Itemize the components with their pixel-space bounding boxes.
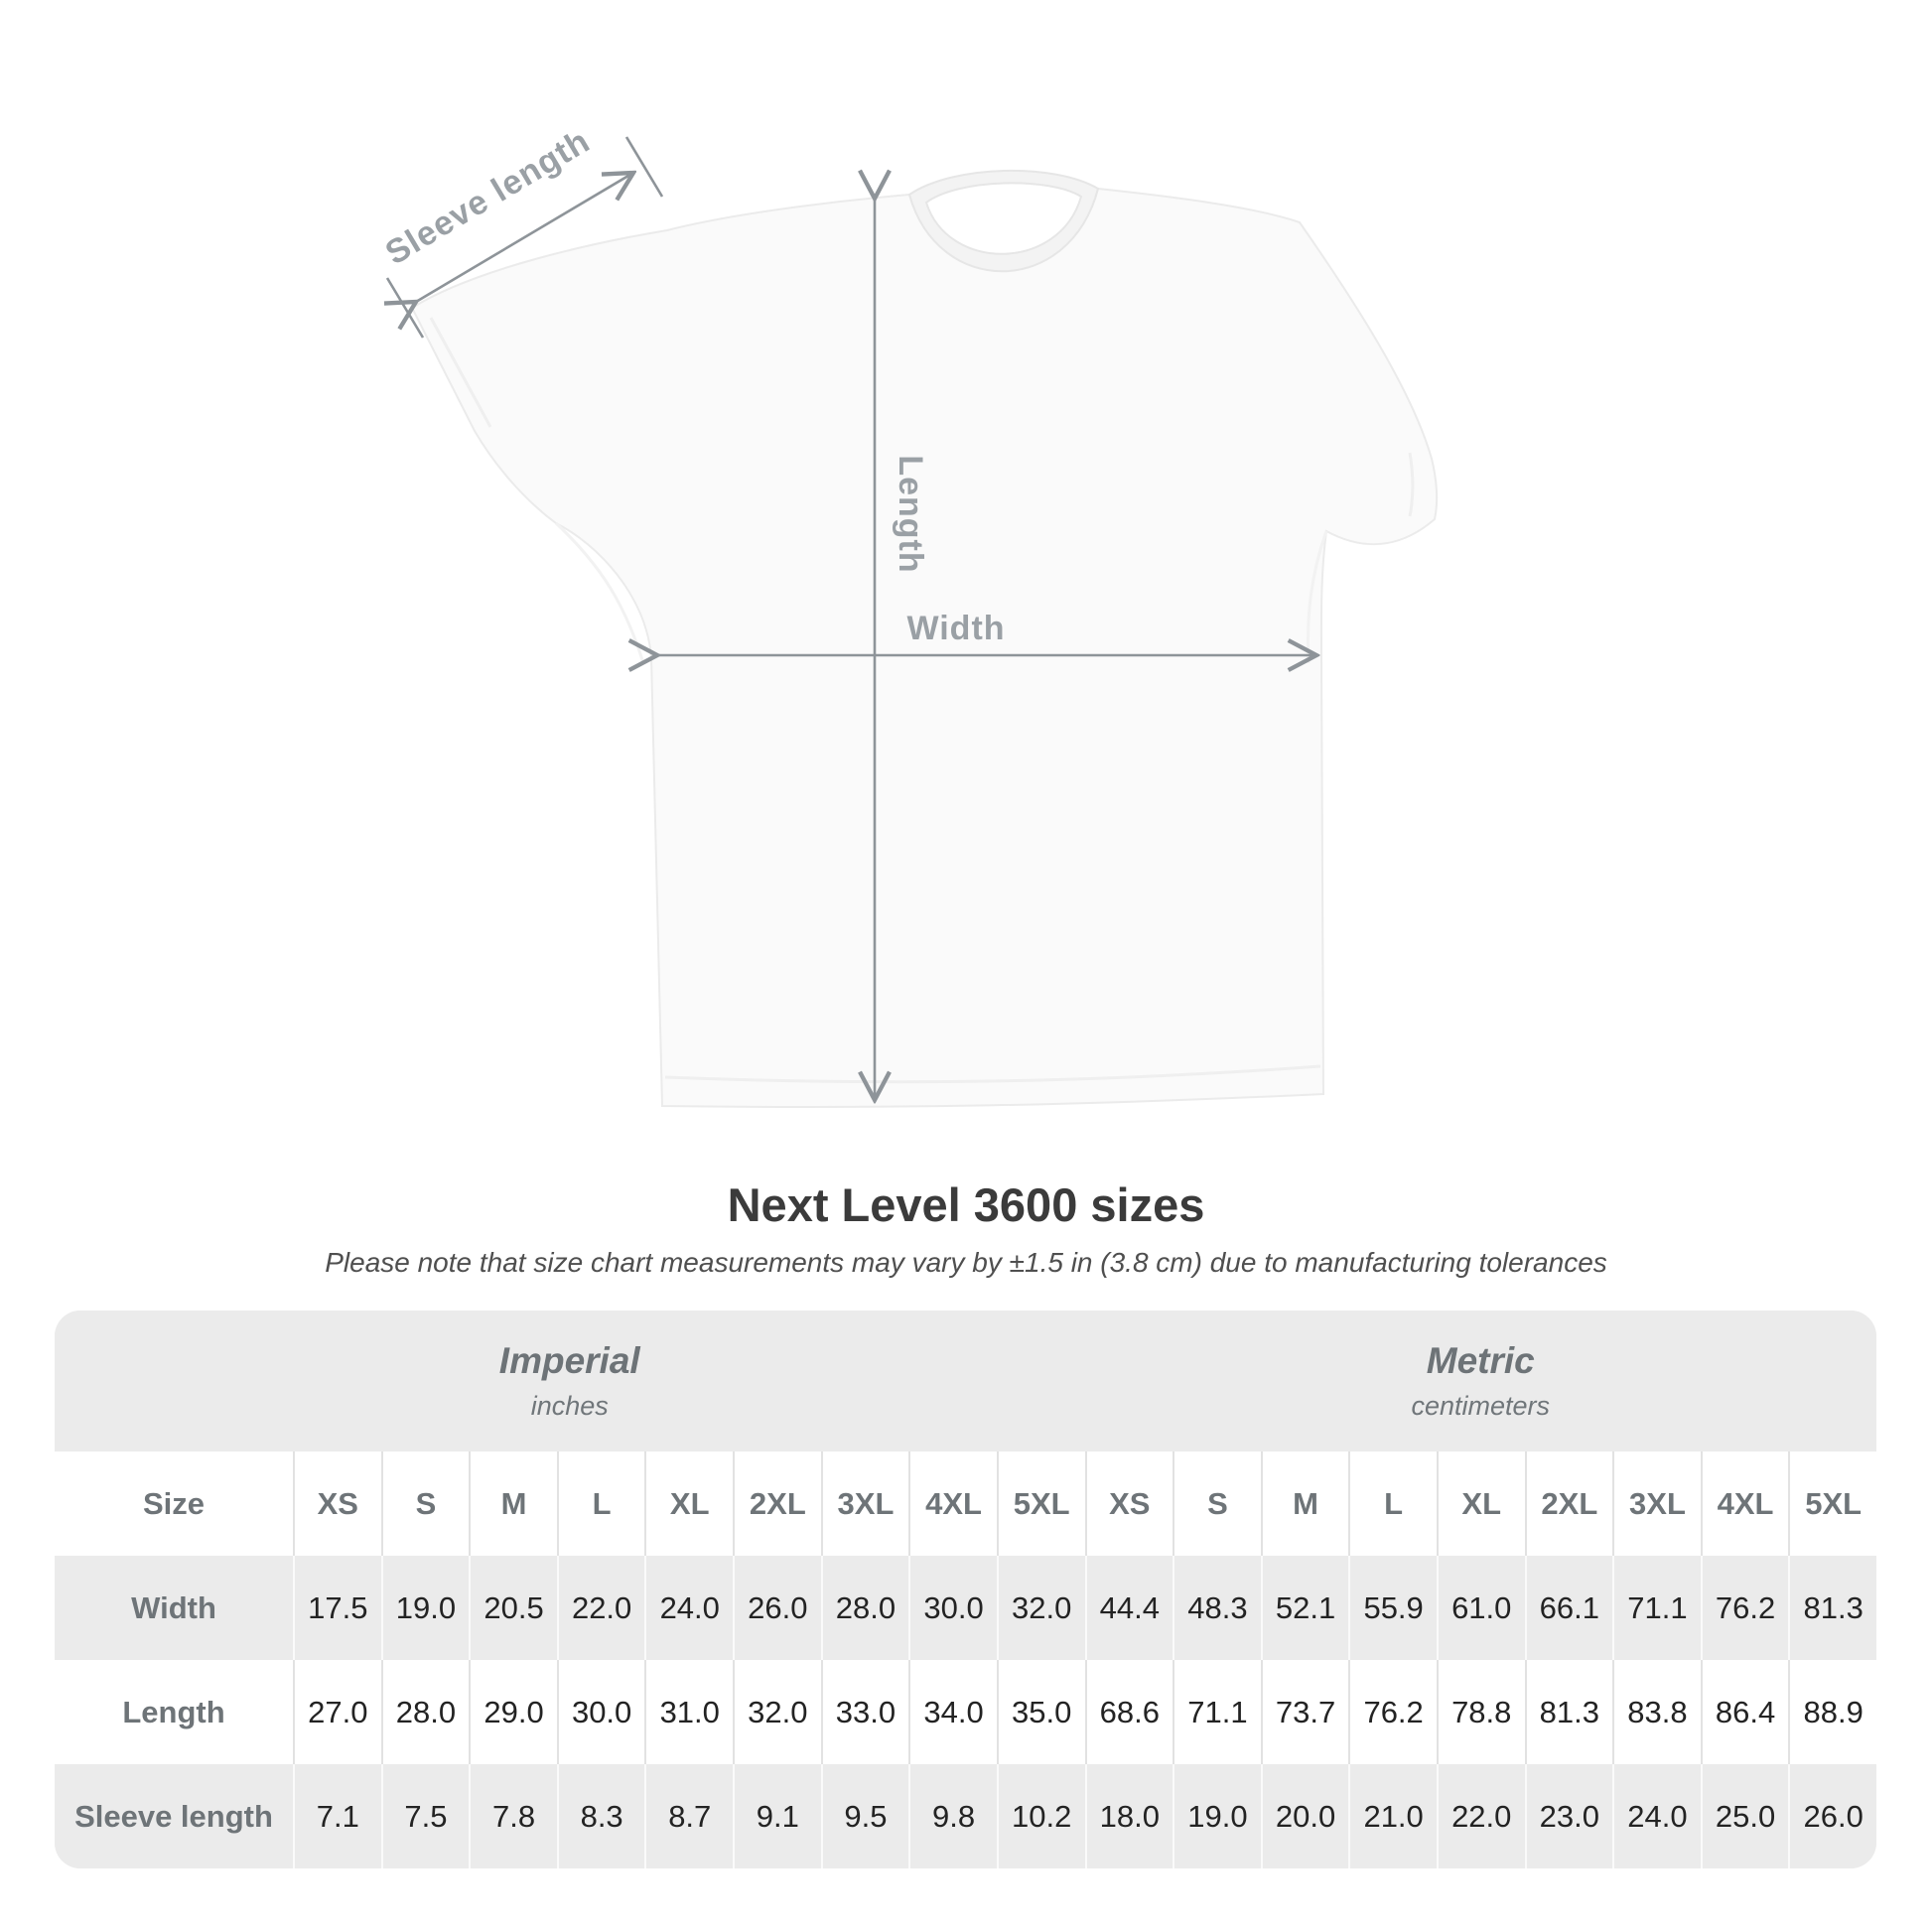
table-cell: 8.7: [644, 1764, 734, 1868]
table-cell: 9.8: [908, 1764, 997, 1868]
table-cell: 17.5: [293, 1556, 381, 1660]
unit-group-imperial: Imperial inches: [55, 1311, 1085, 1451]
table-cell: 81.3: [1788, 1556, 1876, 1660]
size-table: Imperial inches Metric centimeters Size XS S M L…: [55, 1311, 1876, 1868]
table-cell: 23.0: [1524, 1764, 1613, 1868]
unit-group-name: Imperial: [498, 1340, 640, 1382]
table-cell: 29.0: [469, 1660, 557, 1764]
column-header-2xl: 2XL: [733, 1451, 821, 1556]
table-cell: 32.0: [996, 1556, 1085, 1660]
table-cell: 55.9: [1348, 1556, 1437, 1660]
table-cell: 27.0: [293, 1660, 381, 1764]
unit-group-unit: inches: [530, 1390, 609, 1421]
column-header-l: L: [1348, 1451, 1437, 1556]
column-header-m: M: [1260, 1451, 1349, 1556]
table-cell: 86.4: [1700, 1660, 1789, 1764]
sleeve-length-label: Sleeve length: [379, 122, 597, 273]
page-title: Next Level 3600 sizes: [727, 1178, 1205, 1231]
column-header-5xl: 5XL: [1788, 1451, 1876, 1556]
column-header-xs: XS: [1084, 1451, 1173, 1556]
row-label-width: Width: [55, 1556, 293, 1660]
table-cell: 24.0: [1612, 1764, 1701, 1868]
table-cell: 18.0: [1084, 1764, 1173, 1868]
row-label-length: Length: [55, 1660, 293, 1764]
column-header-xl: XL: [1436, 1451, 1525, 1556]
sleeve-arrow-tick-lower: [385, 277, 425, 339]
right-cuff-stitch: [1408, 452, 1415, 517]
table-cell: 48.3: [1173, 1556, 1261, 1660]
table-cell: 22.0: [1436, 1764, 1525, 1868]
column-header-4xl: 4XL: [1700, 1451, 1789, 1556]
table-cell: 26.0: [733, 1556, 821, 1660]
table-cell: 71.1: [1612, 1556, 1701, 1660]
table-cell: 8.3: [556, 1764, 645, 1868]
width-label: Width: [906, 610, 1005, 647]
table-cell: 68.6: [1084, 1660, 1173, 1764]
column-header-4xl: 4XL: [908, 1451, 997, 1556]
row-label-sleeve-length: Sleeve length: [55, 1764, 293, 1868]
table-cell: 44.4: [1084, 1556, 1173, 1660]
column-header-3xl: 3XL: [820, 1451, 909, 1556]
table-cell: 20.5: [469, 1556, 557, 1660]
table-cell: 33.0: [820, 1660, 909, 1764]
sleeve-arrow-tick-upper: [624, 136, 664, 198]
sleeve-length-arrow: [416, 173, 633, 302]
table-cell: 30.0: [556, 1660, 645, 1764]
table-cell: 76.2: [1700, 1556, 1789, 1660]
table-cell: 26.0: [1788, 1764, 1876, 1868]
table-cell: 7.5: [380, 1764, 470, 1868]
table-cell: 73.7: [1260, 1660, 1349, 1764]
unit-group-unit: centimeters: [1411, 1390, 1551, 1421]
table-cell: 28.0: [380, 1660, 470, 1764]
table-cell: 7.1: [293, 1764, 381, 1868]
column-header-size: Size: [55, 1451, 293, 1556]
tshirt-body: [410, 187, 1439, 1108]
column-header-5xl: 5XL: [996, 1451, 1085, 1556]
unit-group-metric: Metric centimeters: [1084, 1311, 1876, 1451]
table-cell: 20.0: [1260, 1764, 1349, 1868]
column-header-l: L: [556, 1451, 645, 1556]
table-cell: 61.0: [1436, 1556, 1525, 1660]
table-cell: 24.0: [644, 1556, 734, 1660]
tolerance-note: Please note that size chart measurements…: [325, 1247, 1607, 1278]
table-cell: 7.8: [469, 1764, 557, 1868]
column-header-2xl: 2XL: [1524, 1451, 1613, 1556]
unit-group-name: Metric: [1426, 1340, 1535, 1382]
tshirt-measurement-diagram: Sleeve length Length Width: [379, 122, 1439, 1108]
hem-stitch: [664, 1064, 1321, 1084]
column-header-s: S: [380, 1451, 470, 1556]
table-cell: 31.0: [644, 1660, 734, 1764]
table-cell: 71.1: [1173, 1660, 1261, 1764]
column-header-3xl: 3XL: [1612, 1451, 1701, 1556]
table-cell: 9.5: [820, 1764, 909, 1868]
left-cuff-stitch: [429, 317, 492, 428]
table-cell: 35.0: [996, 1660, 1085, 1764]
table-cell: 19.0: [1173, 1764, 1261, 1868]
table-cell: 88.9: [1788, 1660, 1876, 1764]
table-cell: 28.0: [820, 1556, 909, 1660]
column-header-xs: XS: [293, 1451, 381, 1556]
table-cell: 22.0: [556, 1556, 645, 1660]
table-cell: 52.1: [1260, 1556, 1349, 1660]
measurement-arrows: [385, 136, 1316, 1100]
table-cell: 83.8: [1612, 1660, 1701, 1764]
table-cell: 19.0: [380, 1556, 470, 1660]
table-cell: 32.0: [733, 1660, 821, 1764]
table-cell: 30.0: [908, 1556, 997, 1660]
table-cell: 9.1: [733, 1764, 821, 1868]
table-cell: 66.1: [1524, 1556, 1613, 1660]
column-header-m: M: [469, 1451, 557, 1556]
length-label: Length: [892, 455, 929, 573]
column-header-xl: XL: [644, 1451, 734, 1556]
table-cell: 76.2: [1348, 1660, 1437, 1764]
table-cell: 21.0: [1348, 1764, 1437, 1868]
table-cell: 10.2: [996, 1764, 1085, 1868]
column-header-s: S: [1173, 1451, 1261, 1556]
table-cell: 78.8: [1436, 1660, 1525, 1764]
table-cell: 25.0: [1700, 1764, 1789, 1868]
table-cell: 81.3: [1524, 1660, 1613, 1764]
tshirt-collar: [907, 169, 1100, 273]
table-cell: 34.0: [908, 1660, 997, 1764]
